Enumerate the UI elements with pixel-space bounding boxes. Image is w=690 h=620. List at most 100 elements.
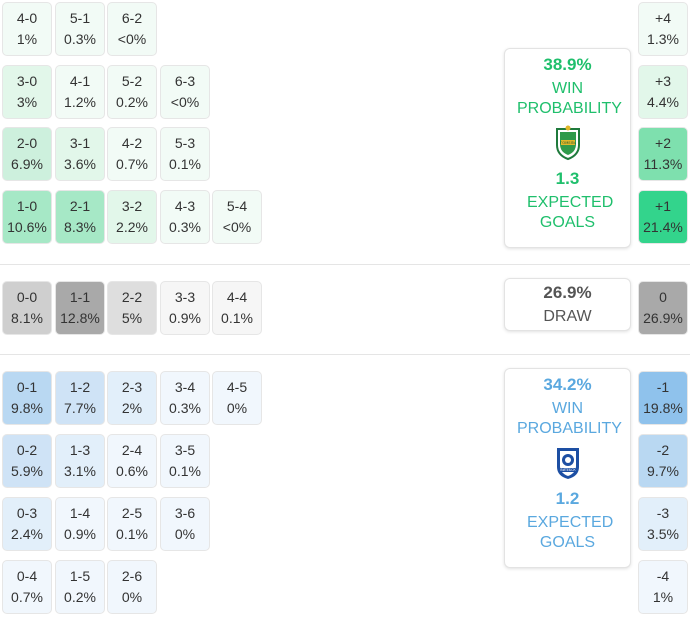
- score-label: 6-2: [121, 10, 143, 26]
- home-win-label: WIN PROBABILITY: [517, 80, 622, 117]
- away-win-card: 34.2% WIN PROBABILITY ВИТЕБСК 1.2 EXPECT…: [504, 368, 631, 568]
- score-label: 0-1: [16, 379, 38, 395]
- score-label: 0: [659, 289, 667, 305]
- score-label: 5-2: [121, 73, 143, 89]
- score-probability: 0.7%: [11, 589, 43, 605]
- score-cell: 1-2 7.7%: [55, 371, 105, 425]
- score-probability: 5.9%: [11, 463, 43, 479]
- divider-draw-away: [0, 354, 690, 355]
- margin-cell: -3 3.5%: [638, 497, 688, 551]
- score-probability: 1.3%: [647, 31, 679, 47]
- score-label: 1-3: [69, 442, 91, 458]
- score-probability: 0.9%: [64, 526, 96, 542]
- score-cell: 6-3 <0%: [160, 65, 210, 119]
- score-cell: 5-3 0.1%: [160, 127, 210, 181]
- draw-probability: 26.9%: [543, 283, 592, 302]
- score-probability: 1.2%: [64, 94, 96, 110]
- score-cell: 1-5 0.2%: [55, 560, 105, 614]
- score-probability: 4.4%: [647, 94, 679, 110]
- score-label: 2-0: [16, 135, 38, 151]
- score-label: -3: [656, 505, 670, 521]
- score-label: 2-1: [69, 198, 91, 214]
- score-label: +4: [655, 10, 671, 26]
- score-cell: 0-0 8.1%: [2, 281, 52, 335]
- score-probability: 0%: [174, 526, 196, 542]
- score-probability: 3%: [16, 94, 38, 110]
- score-cell: 1-4 0.9%: [55, 497, 105, 551]
- score-probability: 6.9%: [11, 156, 43, 172]
- score-cell: 0-1 9.8%: [2, 371, 52, 425]
- score-label: 2-3: [121, 379, 143, 395]
- svg-text:ВИТЕБСК: ВИТЕБСК: [560, 468, 576, 472]
- score-cell: 5-2 0.2%: [107, 65, 157, 119]
- score-label: -1: [656, 379, 670, 395]
- score-cell: 2-5 0.1%: [107, 497, 157, 551]
- score-cell: 0-2 5.9%: [2, 434, 52, 488]
- score-probability: 8.1%: [11, 310, 43, 326]
- draw-label: DRAW: [543, 308, 592, 325]
- draw-card: 26.9% DRAW: [504, 278, 631, 331]
- score-probability: 0.9%: [169, 310, 201, 326]
- margin-cell: -1 19.8%: [638, 371, 688, 425]
- score-probability: 1%: [16, 31, 38, 47]
- score-cell: 3-3 0.9%: [160, 281, 210, 335]
- score-cell: 4-5 0%: [212, 371, 262, 425]
- score-label: -2: [656, 442, 670, 458]
- score-label: 3-6: [174, 505, 196, 521]
- score-cell: 4-1 1.2%: [55, 65, 105, 119]
- home-xg-label: EXPECTED GOALS: [527, 194, 614, 231]
- score-label: 1-4: [69, 505, 91, 521]
- score-probability: 0%: [121, 589, 143, 605]
- score-label: 3-5: [174, 442, 196, 458]
- score-probability: 0.3%: [64, 31, 96, 47]
- away-win-label: WIN PROBABILITY: [517, 400, 622, 437]
- score-label: 1-1: [69, 289, 91, 305]
- score-cell: 4-0 1%: [2, 2, 52, 56]
- score-probability: <0%: [222, 219, 252, 235]
- score-cell: 5-4 <0%: [212, 190, 262, 244]
- margin-cell: -2 9.7%: [638, 434, 688, 488]
- score-label: 6-3: [174, 73, 196, 89]
- score-probability: 1%: [652, 589, 674, 605]
- score-probability: 2.2%: [116, 219, 148, 235]
- score-cell: 2-1 8.3%: [55, 190, 105, 244]
- score-probability: 0.1%: [169, 156, 201, 172]
- score-cell: 5-1 0.3%: [55, 2, 105, 56]
- score-label: 4-5: [226, 379, 248, 395]
- score-label: 4-2: [121, 135, 143, 151]
- score-cell: 0-3 2.4%: [2, 497, 52, 551]
- score-label: 2-4: [121, 442, 143, 458]
- score-probability: 0.2%: [116, 94, 148, 110]
- score-cell: 4-4 0.1%: [212, 281, 262, 335]
- home-win-probability: 38.9%: [543, 55, 592, 74]
- score-cell: 3-1 3.6%: [55, 127, 105, 181]
- score-label: 1-2: [69, 379, 91, 395]
- margin-cell: -4 1%: [638, 560, 688, 614]
- score-probability: 3.1%: [64, 463, 96, 479]
- score-probability: 0.1%: [221, 310, 253, 326]
- score-cell: 1-3 3.1%: [55, 434, 105, 488]
- score-probability: <0%: [170, 94, 200, 110]
- svg-text:ГОМЕЛЬ: ГОМЕЛЬ: [560, 141, 576, 145]
- score-cell: 1-1 12.8%: [55, 281, 105, 335]
- score-label: +3: [655, 73, 671, 89]
- score-probability: 7.7%: [64, 400, 96, 416]
- score-cell: 0-4 0.7%: [2, 560, 52, 614]
- score-probability: 0.6%: [116, 463, 148, 479]
- score-probability: 0.7%: [116, 156, 148, 172]
- score-label: 0-4: [16, 568, 38, 584]
- score-label: +1: [655, 198, 671, 214]
- margin-cell: +2 11.3%: [638, 127, 688, 181]
- score-probability: 0.2%: [64, 589, 96, 605]
- score-label: 4-4: [226, 289, 248, 305]
- away-crest-icon: ВИТЕБСК: [505, 445, 630, 483]
- score-probability: 8.3%: [64, 219, 96, 235]
- score-label: +2: [655, 135, 671, 151]
- score-label: 3-4: [174, 379, 196, 395]
- score-probability: 2%: [121, 400, 143, 416]
- score-cell: 2-4 0.6%: [107, 434, 157, 488]
- score-label: 4-0: [16, 10, 38, 26]
- score-probability: 9.7%: [647, 463, 679, 479]
- score-label: 2-2: [121, 289, 143, 305]
- score-probability: 10.6%: [7, 219, 47, 235]
